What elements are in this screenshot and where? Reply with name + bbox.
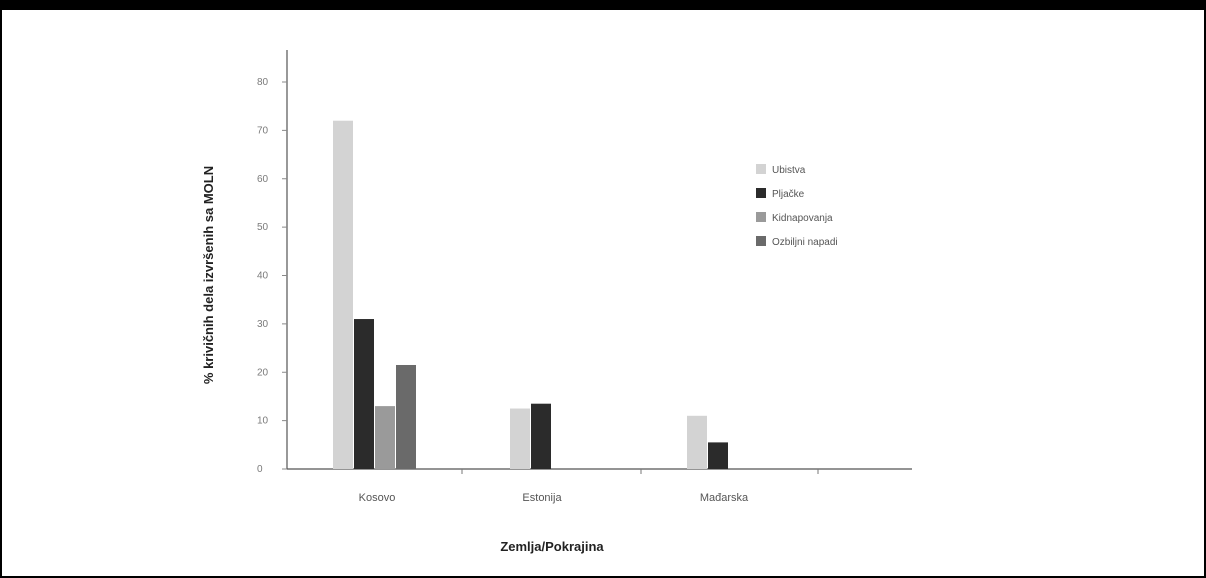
x-category-label: Kosovo	[359, 492, 396, 504]
legend-swatch	[756, 164, 766, 174]
legend-item: Kidnapovanja	[756, 212, 833, 224]
legend-label: Kidnapovanja	[772, 213, 833, 224]
bar	[396, 365, 416, 469]
bar	[354, 319, 374, 469]
chart-bars	[333, 121, 728, 469]
bar	[531, 404, 551, 469]
legend-item: Ozbiljni napadi	[756, 236, 838, 248]
legend-item: Ubistva	[756, 164, 806, 176]
legend-label: Pljačke	[772, 189, 805, 200]
legend-swatch	[756, 212, 766, 222]
legend-swatch	[756, 188, 766, 198]
bar	[687, 416, 707, 469]
y-tick-label: 40	[257, 271, 269, 282]
bar	[708, 442, 728, 469]
y-tick-label: 30	[257, 319, 269, 330]
y-tick-label: 70	[257, 125, 269, 136]
y-tick-label: 80	[257, 77, 269, 88]
y-axis-title: % krivičnih dela izvršenih sa MOLN	[201, 166, 216, 384]
x-category-label: Estonija	[522, 492, 562, 504]
bar	[333, 121, 353, 469]
legend-label: Ubistva	[772, 165, 806, 176]
y-tick-label: 20	[257, 367, 269, 378]
bar	[510, 409, 530, 469]
y-axis-ticks: 0 10 20 30 40 50 60 70 80	[257, 77, 287, 475]
chart-legend: Ubistva Pljačke Kidnapovanja Ozbiljni napad…	[756, 164, 838, 248]
legend-label: Ozbiljni napadi	[772, 237, 838, 248]
legend-swatch	[756, 236, 766, 246]
x-axis-categories: Kosovo Estonija Mađarska	[359, 492, 749, 504]
y-tick-label: 60	[257, 174, 269, 185]
y-tick-label: 50	[257, 222, 269, 233]
legend-item: Pljačke	[756, 188, 805, 200]
x-axis-title: Zemlja/Pokrajina	[500, 539, 604, 554]
y-tick-label: 10	[257, 416, 269, 427]
y-tick-label: 0	[257, 464, 263, 475]
x-category-label: Mađarska	[700, 492, 749, 504]
bar	[375, 406, 395, 469]
